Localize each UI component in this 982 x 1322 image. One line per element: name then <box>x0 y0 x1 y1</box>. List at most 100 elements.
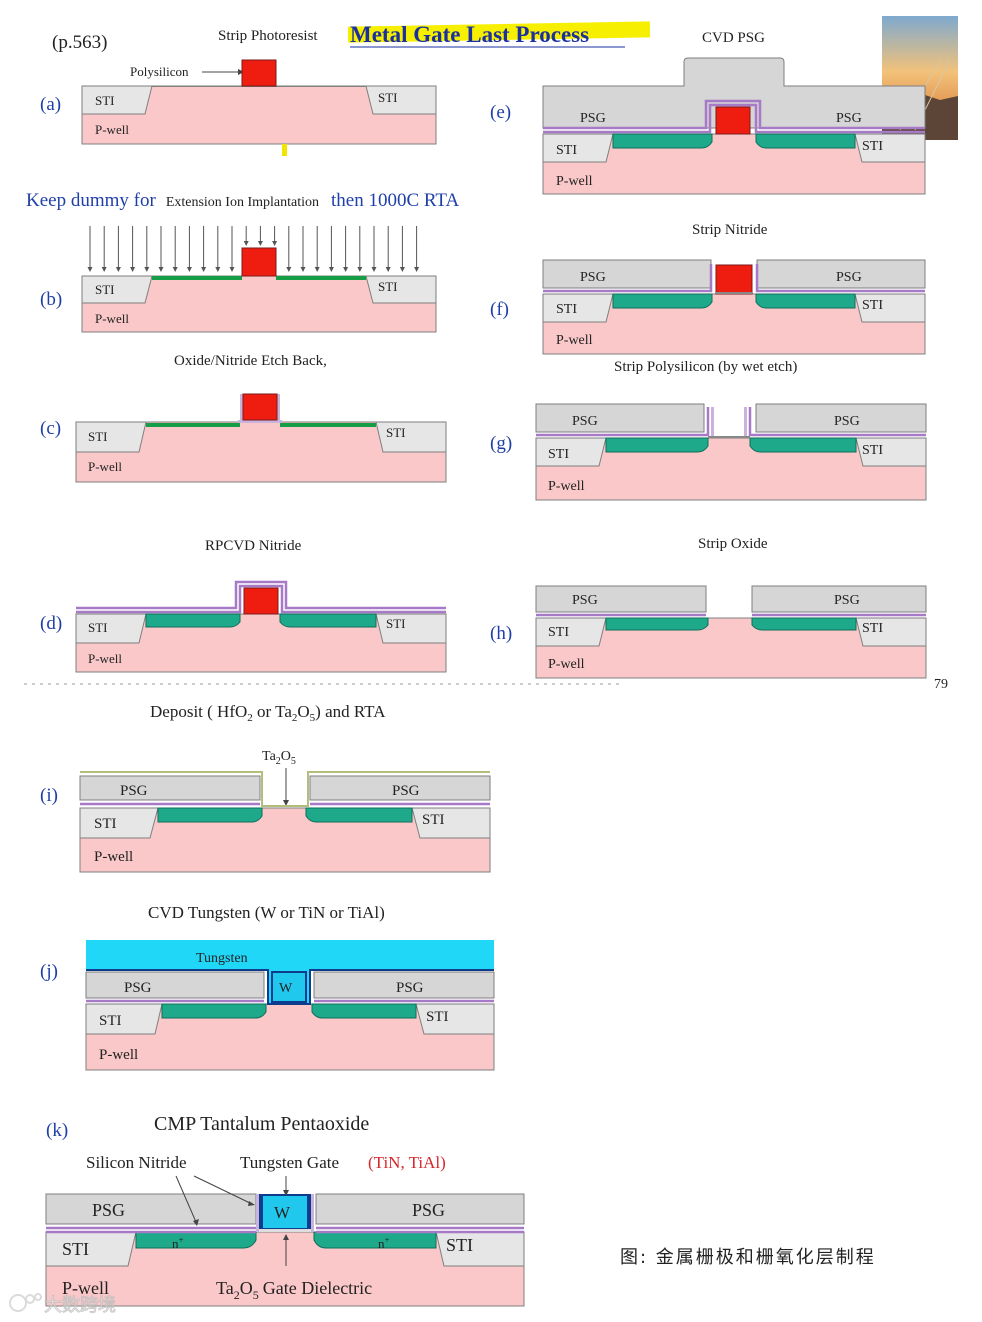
pwell-k: P-well <box>62 1278 109 1298</box>
step-k-diagram: (k) CMP Tantalum Pentaoxide Silicon Nitr… <box>45 1113 525 1307</box>
caption-f: Strip Nitride <box>692 222 768 238</box>
pwell-f: P-well <box>556 333 593 348</box>
sti-right-c: STI <box>386 425 406 440</box>
step-g-label: (g) <box>490 433 512 454</box>
pwell-i: P-well <box>94 849 133 865</box>
step-d-diagram: RPCVD Nitride (d) STI STI P-well <box>40 538 447 673</box>
step-a-label: (a) <box>40 94 61 115</box>
keep-dummy-caption: Keep dummy for Extension Ion Implantatio… <box>26 190 460 211</box>
watermark: 大数跨境 <box>9 1293 117 1317</box>
psg-left-h: PSG <box>572 593 598 608</box>
implant-arrow-head <box>87 267 93 272</box>
implant-arrow-head <box>229 267 235 272</box>
sti-right-b: STI <box>378 279 398 294</box>
page-number: 79 <box>934 677 948 692</box>
psg-right-k: PSG <box>412 1200 445 1220</box>
nplus-left-k: n+ <box>172 1235 184 1251</box>
caption-e: CVD PSG <box>702 30 765 46</box>
polysilicon-label: Polysilicon <box>130 64 189 79</box>
psg-right-f: PSG <box>836 270 862 285</box>
step-c-diagram: Oxide/Nitride Etch Back, (c) STI STI P-w… <box>40 353 447 483</box>
nplus-right-k: n+ <box>378 1235 390 1251</box>
w-label-j: W <box>279 981 293 996</box>
implant-arrow-head <box>300 267 306 272</box>
implant-arrow-head <box>115 267 121 272</box>
implant-arrow-head <box>201 267 207 272</box>
yellow-marker <box>282 144 287 156</box>
psg-right-g: PSG <box>834 414 860 429</box>
caption-c: Oxide/Nitride Etch Back, <box>174 353 327 369</box>
psg-right-i: PSG <box>392 783 420 799</box>
step-h-diagram: Strip Oxide (h) PSG PSG STI STI P-well 7… <box>490 536 948 692</box>
caption-i: Deposit ( HfO2 or Ta2O5) and RTA <box>150 702 386 724</box>
ta2o5-label: Ta2O5 <box>262 749 296 767</box>
implant-arrow-head <box>215 267 221 272</box>
step-e-diagram: CVD PSG (e) PSG PSG STI STI P-well <box>490 30 926 195</box>
psg-left-g: PSG <box>572 414 598 429</box>
sti-left-j: STI <box>99 1013 122 1029</box>
page-title: Metal Gate Last Process <box>350 22 589 47</box>
sti-right-a: STI <box>378 90 398 105</box>
caption-h: Strip Oxide <box>698 536 768 552</box>
step-j-diagram: CVD Tungsten (W or TiN or TiAl) (j) Tung… <box>40 903 495 1071</box>
psg-left-e: PSG <box>580 111 606 126</box>
pwell-a: P-well <box>95 122 129 137</box>
sti-left-f: STI <box>556 302 577 317</box>
pwell-g: P-well <box>548 479 585 494</box>
w-label-k: W <box>274 1203 291 1222</box>
step-h-label: (h) <box>490 623 512 644</box>
silicon-nitride-label: Silicon Nitride <box>86 1153 187 1172</box>
sti-right-f: STI <box>862 298 883 313</box>
implant-arrow-head <box>272 241 278 246</box>
sti-right-e: STI <box>862 139 883 154</box>
psg-left-f: PSG <box>580 270 606 285</box>
implant-arrow-head <box>257 241 263 246</box>
pwell-e: P-well <box>556 174 593 189</box>
pwell-d: P-well <box>88 651 122 666</box>
psg-right-h: PSG <box>834 593 860 608</box>
implant-arrow-head <box>414 267 420 272</box>
implant-arrow-head <box>172 267 178 272</box>
caption-d: RPCVD Nitride <box>205 538 302 554</box>
implant-arrow-head <box>158 267 164 272</box>
step-j-label: (j) <box>40 961 58 982</box>
tin-tial-label: (TiN, TiAl) <box>368 1153 446 1172</box>
sti-left-a: STI <box>95 93 115 108</box>
step-g-diagram: Strip Polysilicon (by wet etch) (g) PSG … <box>490 359 927 501</box>
implant-arrow-head <box>399 267 405 272</box>
sti-left-b: STI <box>95 282 115 297</box>
caption-j: CVD Tungsten (W or TiN or TiAl) <box>148 903 385 922</box>
implant-arrow-head <box>243 241 249 246</box>
psg-right-e: PSG <box>836 111 862 126</box>
sti-right-h: STI <box>862 621 883 636</box>
implant-arrow-head <box>101 267 107 272</box>
sti-right-g: STI <box>862 443 883 458</box>
implant-arrow-head <box>186 267 192 272</box>
step-f-diagram: Strip Nitride (f) PSG PSG STI STI P-well <box>490 222 926 355</box>
pwell-c: P-well <box>88 459 122 474</box>
implant-arrow-head <box>371 267 377 272</box>
title-highlight <box>347 21 651 43</box>
sti-right-i: STI <box>422 812 445 828</box>
psg-left-k: PSG <box>92 1200 125 1220</box>
sti-right-j: STI <box>426 1009 449 1025</box>
watermark-logo-icon <box>9 1294 27 1312</box>
implant-arrow-head <box>328 267 334 272</box>
implant-arrow-head <box>343 267 349 272</box>
step-b-diagram: (b) STI STI P-well <box>40 226 437 333</box>
sti-right-k: STI <box>446 1235 473 1255</box>
implant-arrow-head <box>130 267 136 272</box>
sti-left-e: STI <box>556 143 577 158</box>
psg-right-j: PSG <box>396 980 424 996</box>
strip-photoresist-caption: Strip Photoresist <box>218 28 318 44</box>
sti-left-c: STI <box>88 429 108 444</box>
tungsten-gate-label: Tungsten Gate <box>240 1153 339 1172</box>
step-f-label: (f) <box>490 299 509 320</box>
figure-caption-cn: 图: 金属栅极和栅氧化层制程 <box>620 1247 876 1268</box>
sti-left-d: STI <box>88 620 108 635</box>
caption-g: Strip Polysilicon (by wet etch) <box>614 359 797 375</box>
pwell-b: P-well <box>95 311 129 326</box>
sti-right-d: STI <box>386 616 406 631</box>
sti-left-h: STI <box>548 625 569 640</box>
